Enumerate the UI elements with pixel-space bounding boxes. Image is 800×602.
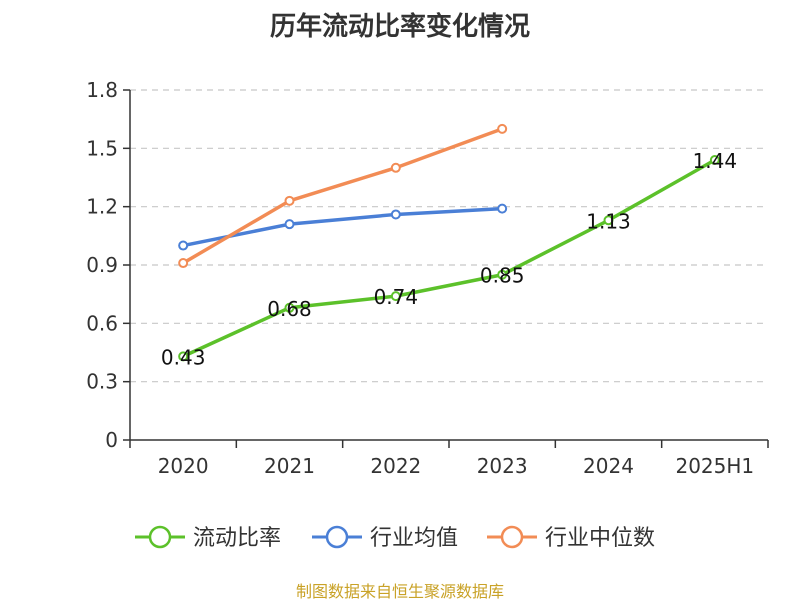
legend-item[interactable]: 流动比率 [135,525,281,551]
x-tick-label: 2024 [583,454,634,478]
legend[interactable]: 流动比率 行业均值 行业中位数 [135,525,655,551]
y-tick-label: 0.9 [86,253,118,277]
data-point [178,351,189,362]
data-label: 0.68 [267,297,312,321]
x-tick-label: 2023 [477,454,528,478]
axes: 0 0.3 0.6 0.9 1.2 1.5 1.8 2020 2021 2022 2023 2024 2… [86,78,769,478]
data-point [284,302,295,313]
y-tick-label: 0.3 [86,370,118,394]
series-line [182,127,503,265]
series-layer [178,123,720,362]
x-tick-label: 2025H1 [675,454,754,478]
data-point [390,209,401,220]
data-label: 1.44 [693,149,738,173]
x-tick-label: 2022 [370,454,421,478]
series-line [182,158,716,358]
chart-title: 历年流动比率变化情况 [269,12,530,42]
data-point [178,258,189,269]
data-point [497,123,508,134]
legend-item[interactable]: 行业中位数 [487,525,655,551]
legend-marker-icon [325,525,349,549]
legend-label: 流动比率 [193,526,281,551]
data-label: 1.13 [586,209,631,233]
data-point [390,162,401,173]
source-note: 制图数据来自恒生聚源数据库 [295,582,504,601]
data-point [284,219,295,230]
y-tick-label: 0.6 [86,311,118,335]
y-tick-label: 0 [105,428,118,452]
x-tick-label: 2021 [264,454,315,478]
series-0 [178,155,720,362]
data-point [390,291,401,302]
legend-label: 行业均值 [370,526,458,551]
data-label: 0.85 [480,264,525,288]
legend-label: 行业中位数 [545,526,655,551]
series-line [182,206,503,248]
data-point [497,203,508,214]
y-tick-label: 1.2 [86,195,118,219]
data-label: 0.43 [161,345,206,369]
data-point [709,155,720,165]
series-1 [178,203,508,251]
legend-item[interactable]: 行业均值 [312,525,458,551]
y-tick-label: 1.8 [86,78,118,102]
legend-marker-icon [500,525,524,549]
x-tick-label: 2020 [158,454,209,478]
data-labels: 0.43 0.68 0.74 0.85 1.13 1.44 [161,149,737,369]
data-label: 0.74 [374,285,419,309]
legend-marker-icon [148,525,172,549]
series-2 [178,123,508,269]
data-point [284,195,295,206]
y-tick-label: 1.5 [86,136,118,160]
data-point [497,269,508,280]
data-point [603,215,614,226]
data-point [178,240,189,251]
